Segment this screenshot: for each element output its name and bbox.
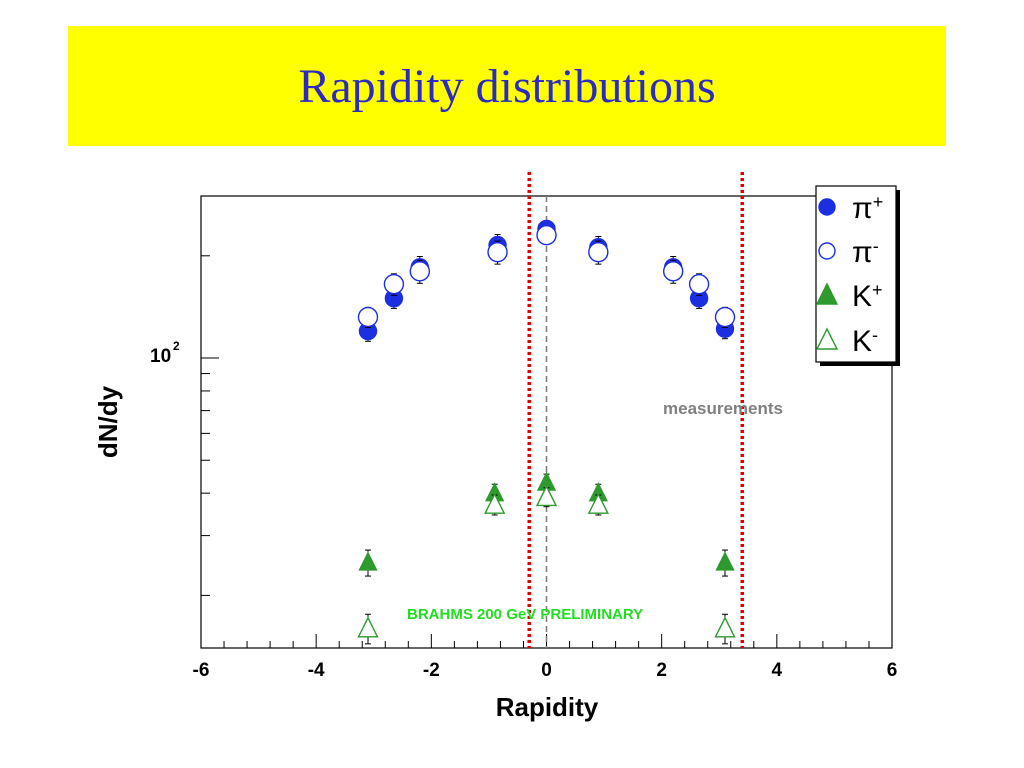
legend-entry-pi-plus-symbol [818, 198, 836, 216]
title-banner: Rapidity distributions [68, 26, 946, 146]
reference-lines-layer [527, 172, 745, 648]
data-points-layer [357, 219, 736, 645]
x-tick-label: -4 [308, 660, 325, 681]
legend-entry-k-minus-label: K- [852, 325, 878, 358]
data-point-circle-open [487, 241, 508, 263]
data-point-triangle-open [484, 492, 506, 514]
y-tick-label-base: 10 [150, 346, 171, 367]
chart-text-layer: Rapidity dN/dy 10 2 measurements BRAHMS … [93, 339, 897, 722]
y-axis-label: dN/dy [93, 385, 123, 458]
legend-entry-pi-minus-symbol [818, 242, 836, 260]
x-axis-label: Rapidity [496, 692, 599, 722]
x-tick-label: -2 [423, 660, 440, 681]
legend-entry-k-minus-symbol [815, 327, 839, 350]
x-tick-label: 4 [772, 660, 783, 681]
data-point-circle-open [409, 261, 431, 282]
data-point-triangle-open [587, 492, 609, 514]
x-tick-label: 0 [541, 660, 552, 681]
x-tick-label: 2 [656, 660, 667, 681]
legend-entry-pi-minus-label: π- [852, 236, 879, 269]
legend-entry-pi-plus-label: π+ [852, 192, 883, 225]
slide-title: Rapidity distributions [298, 59, 716, 113]
data-point-circle-open [688, 273, 710, 295]
x-tick-label: 6 [887, 660, 898, 681]
data-point-triangle-open [357, 616, 379, 638]
legend-entry-k-plus-symbol [815, 282, 839, 305]
data-point-circle-open [383, 273, 405, 295]
data-point-triangle-open [535, 484, 558, 507]
x-tick-label: -6 [193, 660, 210, 681]
annotation-preliminary: BRAHMS 200 GeV PRELIMINARY [407, 606, 643, 623]
y-tick-label-exponent: 2 [173, 339, 180, 353]
data-point-circle-open [588, 241, 609, 263]
data-point-circle-open [357, 306, 379, 328]
data-point-circle-open [714, 306, 736, 328]
legend: π+ π- K+ K- [815, 185, 900, 366]
data-point-triangle-filled [715, 551, 735, 571]
data-point-circle-open [536, 224, 557, 246]
data-point-triangle-filled [358, 551, 378, 571]
annotation-measurements: measurements [663, 399, 783, 418]
data-point-triangle-open [714, 616, 736, 638]
data-point-circle-open [662, 261, 684, 282]
legend-entry-k-plus-label: K+ [852, 280, 883, 313]
